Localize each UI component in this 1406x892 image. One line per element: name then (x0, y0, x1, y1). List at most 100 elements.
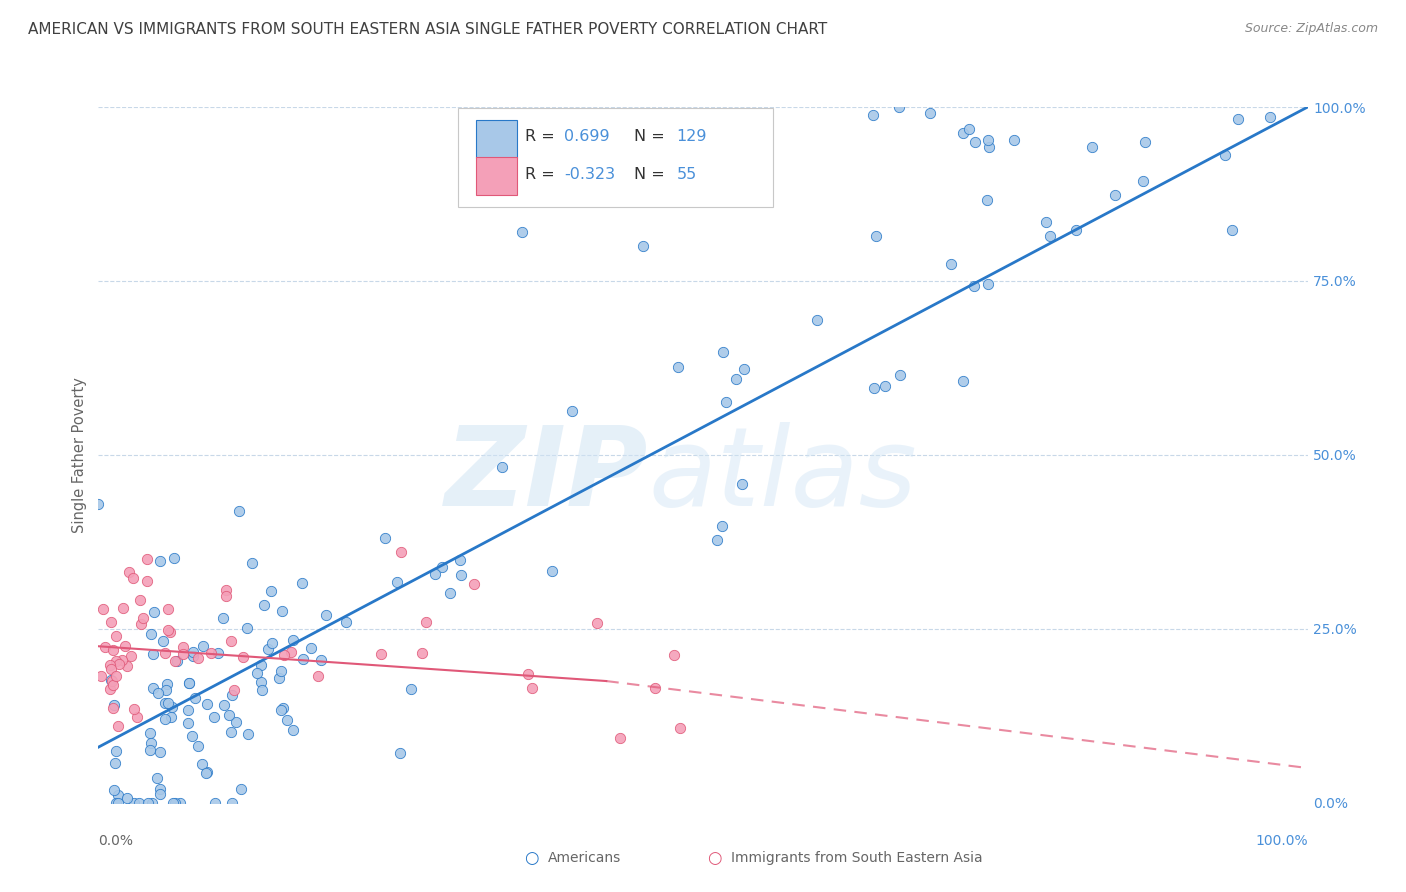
Point (139, 743, 162, 757)
Text: atlas: atlas (648, 422, 917, 529)
Point (129, 616, 152, 631)
Point (128, 593, 150, 607)
Point (510, 225, 533, 239)
Point (181, 649, 204, 664)
Point (291, 575, 314, 590)
Point (228, 504, 250, 518)
Point (100, 662, 122, 676)
Point (706, 533, 728, 548)
Point (863, 381, 886, 395)
Point (212, 698, 235, 713)
Point (283, 632, 305, 647)
Point (202, 710, 225, 724)
Point (207, 646, 229, 660)
Point (107, 719, 129, 733)
Point (160, 710, 183, 724)
Point (156, 602, 179, 616)
Point (920, 105, 942, 120)
Point (977, 277, 1000, 291)
Point (1133, 136, 1156, 150)
Point (101, 678, 124, 692)
Point (139, 627, 162, 641)
Point (128, 796, 150, 810)
Point (149, 787, 172, 801)
Point (163, 796, 186, 810)
Point (315, 608, 337, 623)
Point (236, 621, 259, 635)
Point (644, 681, 666, 695)
Point (389, 545, 412, 559)
Point (172, 647, 194, 661)
Point (725, 372, 748, 386)
Text: N =: N = (634, 129, 669, 145)
Point (138, 796, 160, 810)
Point (221, 688, 243, 702)
FancyBboxPatch shape (457, 109, 773, 207)
Point (250, 683, 273, 698)
Point (1104, 187, 1126, 202)
Point (122, 796, 145, 810)
Point (146, 686, 169, 700)
Point (1002, 133, 1025, 147)
Point (257, 642, 280, 657)
Point (240, 556, 263, 570)
Point (280, 645, 302, 659)
Point (299, 641, 322, 656)
Text: Source: ZipAtlas.com: Source: ZipAtlas.com (1244, 22, 1378, 36)
Point (385, 574, 408, 589)
Point (117, 659, 139, 673)
Point (104, 756, 127, 771)
Point (103, 698, 125, 712)
Point (276, 714, 298, 728)
Text: ○: ○ (524, 849, 538, 867)
Point (136, 574, 159, 588)
Point (865, 229, 887, 244)
Point (104, 654, 127, 668)
Point (142, 647, 165, 661)
Point (411, 647, 433, 661)
Point (108, 657, 131, 671)
Point (139, 736, 162, 750)
Point (423, 566, 446, 581)
Point (200, 646, 222, 660)
Point (221, 796, 243, 810)
Point (491, 459, 513, 474)
Point (335, 615, 357, 629)
Point (98, 658, 121, 673)
Point (195, 765, 218, 780)
Point (1035, 215, 1057, 229)
Point (668, 721, 690, 735)
Point (156, 696, 179, 710)
Point (91, 601, 114, 615)
Text: R =: R = (526, 167, 560, 182)
Point (180, 729, 202, 743)
Point (631, 239, 654, 253)
Text: 0.699: 0.699 (564, 129, 610, 145)
Point (100, 673, 122, 688)
Point (250, 675, 273, 690)
Point (103, 701, 125, 715)
Point (270, 703, 292, 717)
Point (214, 582, 236, 597)
Point (976, 193, 998, 207)
Text: 129: 129 (676, 129, 707, 145)
Point (172, 640, 194, 655)
Point (541, 564, 564, 578)
Point (127, 709, 149, 723)
Text: 100.0%: 100.0% (1256, 834, 1308, 848)
Point (135, 552, 157, 566)
Point (273, 648, 295, 663)
Point (162, 796, 184, 810)
Point (399, 682, 422, 697)
Point (734, 361, 756, 376)
Point (1132, 174, 1154, 188)
Point (177, 703, 200, 717)
Y-axis label: Single Father Poverty: Single Father Poverty (72, 377, 87, 533)
Point (889, 100, 911, 114)
Point (107, 796, 129, 810)
Point (609, 731, 631, 745)
Point (1261, 65, 1284, 79)
Point (132, 610, 155, 624)
Point (232, 650, 254, 665)
Point (250, 658, 273, 673)
